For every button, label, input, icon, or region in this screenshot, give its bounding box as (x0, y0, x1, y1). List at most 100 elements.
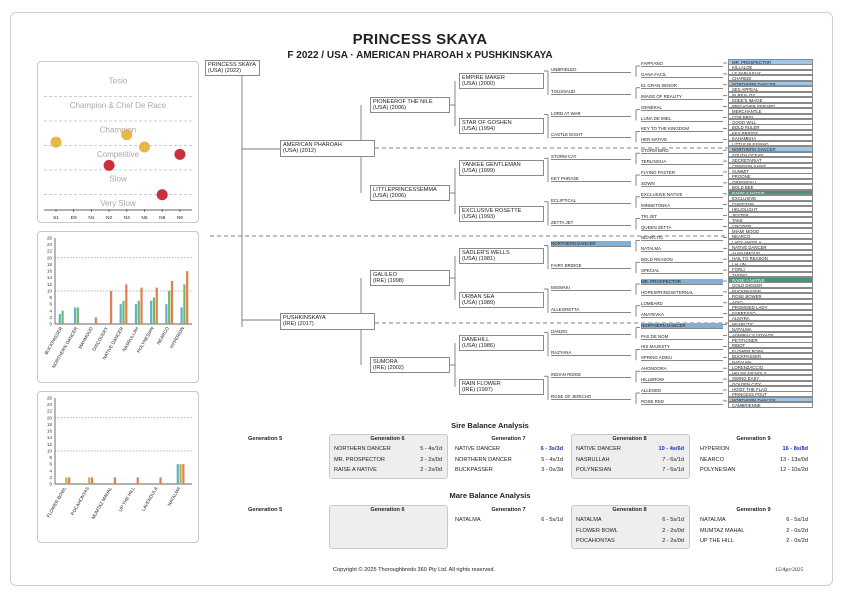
gen5-name: GANA FACIL (641, 72, 723, 78)
gen3-box: EMPIRE MAKER (USA) (2000) (459, 73, 544, 89)
balance-row: POCAHONTAS 2 - 2s/0d (576, 538, 684, 546)
ancestor-count: 6 - 5s/1d (541, 517, 563, 523)
bar (183, 284, 186, 324)
gen6-name: BOLD RULER (728, 124, 813, 130)
gen6-name: BRIGADIER GERARD (728, 102, 813, 109)
gen6-name: LORENZACCIO (728, 364, 813, 370)
balance-row: MUMTAZ MAHAL 2 - 0s/2d (700, 528, 808, 536)
sire-line-box: LITTLEPRINCESSEMMA (USA) (2006) (370, 185, 450, 201)
dosage-column-label: E9 (71, 215, 77, 221)
gen6-name: NORTHERN DANCER (728, 396, 813, 403)
gen6-name: MR. PROSPECTOR (728, 59, 813, 65)
gen6-name: JESTER (728, 211, 813, 218)
gen4-name: ECLIPTICAL (551, 198, 631, 204)
y-tick-label: 12 (47, 282, 53, 287)
ancestor-count: 2 - 2s/0d (662, 538, 684, 544)
ancestor-name: NORTHERN DANCER (455, 456, 512, 463)
horse-info: (IRE) (2017) (283, 321, 314, 328)
ancestor-name: NORTHERN DANCER (334, 446, 391, 452)
gen6-name: SEX APPEAL (728, 86, 813, 92)
ancestor-name: POLYNESIAN (576, 467, 612, 473)
gen6-name: RAISE A NATIVE (728, 189, 813, 196)
ancestor-name: HYPERION (700, 446, 730, 452)
ancestor-count: 16 - 8s/8d (782, 446, 809, 452)
gen6-name: MIAMI MOOD (728, 227, 813, 234)
gen5-name: IMAGE OF REALITY (641, 94, 723, 100)
bar (94, 317, 97, 324)
mare-chart-panel: 0 2 4 6 8 10 12 14 16 18 20 22 24 26 FLOWER BOWL POCAHO… (37, 391, 199, 543)
page-subtitle: F 2022 / USA · AMERICAN PHAROAH x PUSHKI… (287, 50, 553, 61)
gen6-name: ALMAHMOUD (728, 249, 813, 256)
gen6-name: BOLD BEE (728, 184, 813, 190)
gen6-name: PETITIONER (728, 336, 813, 343)
y-tick-label: 10 (47, 448, 53, 453)
generation-header: Generation 8 (612, 507, 647, 513)
bar (155, 287, 158, 324)
page-title: PRINCESS SKAYA (352, 31, 488, 48)
ancestor-count: 5 - 4s/1d (420, 446, 442, 452)
sire-line-box: SUMORA (IRE) (2002) (370, 357, 450, 373)
gen6-name: CROZIER (728, 222, 813, 229)
gen6-name: RAISE A NATIVE (728, 277, 813, 283)
ancestor-count: 7 - 6s/1d (662, 456, 684, 463)
gen5-name: LUNA DE MIEL (641, 116, 723, 122)
y-tick-label: 22 (47, 409, 53, 414)
gen6-name: HELEN NICHOLS (728, 369, 813, 376)
y-tick-label: 8 (49, 455, 52, 460)
ancestor-name: UP THE HILL (700, 538, 734, 544)
gen6-name: BUCKPASSER (728, 353, 813, 359)
gen6-name: LE FABULEUX (728, 69, 813, 76)
horse-info: (IRE) (1997) (462, 387, 493, 394)
ancestor-name: NASRULLAH (576, 456, 610, 463)
column-shade (329, 505, 448, 549)
report-date: 15/Apr/2025 (775, 567, 804, 573)
y-tick-label: 6 (49, 462, 52, 467)
subject-box: PRINCESS SKAYA (USA) (2022) (205, 60, 260, 76)
bar (159, 477, 162, 484)
gen3-box: YANKEE GENTLEMAN (USA) (1999) (459, 160, 544, 176)
generation-header: Generation 6 (370, 507, 405, 513)
ancestor-name: NATALMA (700, 517, 726, 523)
y-tick-label: 0 (49, 482, 52, 487)
balance-row: HYPERION 16 - 8s/8d (700, 446, 808, 454)
ancestor-count: 6 - 3s/3d (540, 446, 563, 452)
gen6-name: NORTHERN DANCER (728, 80, 813, 87)
y-tick-label: 4 (49, 308, 52, 313)
horse-name: RAIN FLOWER (462, 381, 501, 387)
gen3-box: RAIN FLOWER (IRE) (1997) (459, 379, 544, 395)
horse-name: URBAN SEA (462, 294, 495, 300)
bar (150, 300, 153, 324)
balance-row: NATALMA 6 - 5s/1d (576, 517, 684, 525)
bar (170, 281, 174, 324)
gen5-name: SPRING ADIEU (641, 355, 723, 362)
tier-label: Champion & Chef De Race (70, 101, 167, 110)
sire-box: AMERICAN PHAROAH (USA) (2012) (280, 140, 375, 157)
balance-row: NASRULLAH 7 - 6s/1d (576, 457, 684, 465)
balance-row: NATALMA 6 - 5s/1d (455, 517, 563, 525)
dam-box: PUSHKINSKAYA (IRE) (2017) (280, 313, 375, 330)
gen5-name: NEARCTIC (641, 235, 723, 242)
generation-header: Generation 9 (736, 507, 771, 513)
gen5-name: BOLD REASON (641, 257, 723, 264)
bar (176, 464, 179, 484)
y-tick-label: 14 (47, 275, 53, 280)
horse-name: SADLER'S WELLS (462, 250, 510, 256)
y-tick-label: 4 (49, 468, 52, 473)
gen4-name: ZETTA JET (551, 220, 631, 226)
y-tick-label: 0 (49, 322, 52, 327)
tier-label: Very Slow (100, 199, 136, 208)
balance-row: RAISE A NATIVE 2 - 2s/0d (334, 467, 442, 475)
balance-row: MR. PROSPECTOR 2 - 2s/0d (334, 457, 442, 465)
gen3-box: EXCLUSIVE ROSETTE (USA) (1993) (459, 206, 544, 222)
bar (113, 477, 116, 484)
gen6-name: EDEE'S IMAGE (728, 97, 813, 103)
balance-row: NORTHERN DANCER 5 - 4s/1d (455, 457, 563, 465)
gen6-name: KAHAMEHA (728, 135, 813, 141)
gen4-name: RAZYANA (551, 350, 631, 357)
gen4-name: DANZIG (551, 329, 631, 335)
horse-info: (USA) (1994) (462, 126, 495, 133)
gen6-name: GOOD WILL (728, 118, 813, 125)
generation-header: Generation 7 (491, 436, 526, 442)
ancestor-name: MUMTAZ MAHAL (700, 527, 745, 534)
gen6-name: ESPRESSO (728, 309, 813, 316)
